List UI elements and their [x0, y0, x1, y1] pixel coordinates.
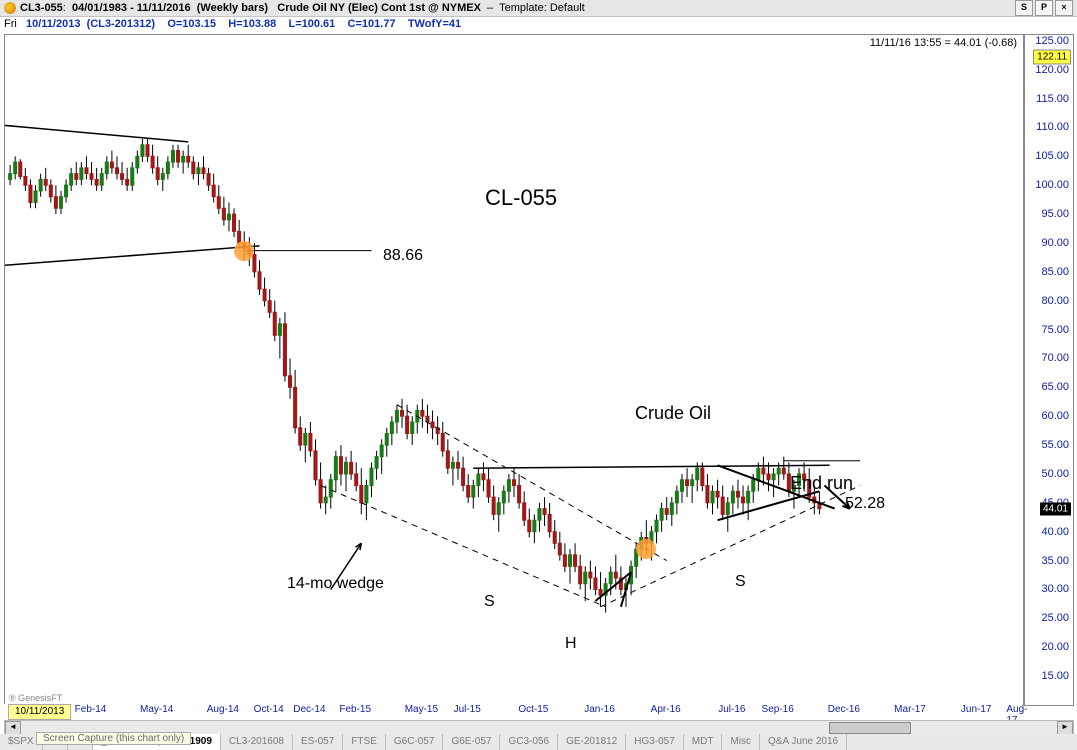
x-tick-label: Oct-14 — [254, 704, 284, 715]
last-tick-info: 11/11/16 13:55 = 44.01 (-0.68) — [870, 37, 1017, 49]
chart-annotation: S — [735, 573, 746, 591]
chart-svg — [5, 35, 1023, 705]
workspace-tab[interactable]: CL3-201608 — [221, 734, 293, 750]
x-tick-label: Aug-14 — [207, 704, 239, 715]
y-tick-label: 55.00 — [1041, 439, 1069, 451]
ohlc-infobar: Fri 10/11/2013 (CL3-201312) O=103.15 H=1… — [0, 16, 1077, 32]
y-tick-label: 125.00 — [1035, 35, 1069, 47]
screen-capture-tooltip: Screen Capture (this chart only) — [36, 732, 191, 745]
workspace-tab[interactable]: MDT — [684, 734, 723, 750]
x-tick-label: Oct-15 — [518, 704, 548, 715]
workspace-tab[interactable]: GC3-056 — [500, 734, 558, 750]
y-tick-label: 95.00 — [1041, 208, 1069, 220]
y-tick-label: 115.00 — [1036, 93, 1069, 105]
workspace-tab[interactable]: FTSE — [343, 734, 386, 750]
close-button[interactable]: × — [1055, 0, 1073, 16]
workspace-tab[interactable]: GE-201812 — [558, 734, 626, 750]
y-tick-label: 30.00 — [1041, 583, 1069, 595]
x-tick-label: May-14 — [140, 704, 173, 715]
y-tick-label: 105.00 — [1035, 150, 1069, 162]
watermark: ® GenesisFT — [9, 693, 62, 703]
x-tick-label: Jul-15 — [454, 704, 481, 715]
y-tick-label: 65.00 — [1041, 381, 1069, 393]
y-tick-label: 80.00 — [1041, 295, 1069, 307]
workspace-tab[interactable]: G6E-057 — [443, 734, 500, 750]
window-titlebar: CL3-055: 04/01/1983 - 11/11/2016 (Weekly… — [0, 0, 1077, 17]
scroll-left-button[interactable]: ◄ — [5, 721, 21, 735]
x-tick-label: Dec-14 — [293, 704, 325, 715]
y-tick-label: 20.00 — [1041, 641, 1069, 653]
p-button[interactable]: P — [1035, 0, 1053, 16]
workspace-tab[interactable]: Misc — [722, 734, 760, 750]
workspace-tab[interactable]: Q&A June 2016 — [760, 734, 847, 750]
chart-annotation: End run — [790, 473, 853, 494]
y-tick-label: 100.00 — [1035, 179, 1069, 191]
x-tick-label: Jan-16 — [584, 704, 615, 715]
highlight-dot — [234, 241, 254, 261]
x-tick-label: Feb-15 — [339, 704, 371, 715]
x-tick-label: Jul-16 — [718, 704, 745, 715]
y-tick-label: 25.00 — [1041, 612, 1069, 624]
chart-annotation: H — [565, 635, 577, 653]
scroll-thumb[interactable] — [829, 722, 911, 734]
price-tag-top: 122.11 — [1033, 50, 1071, 65]
workspace-tab[interactable]: HG3-057 — [626, 734, 684, 750]
x-axis: 10/11/2013 Feb-14 May-14 Aug-14 Oct-14 Dec-1… — [4, 704, 1022, 720]
x-tick-label: Jun-17 — [961, 704, 992, 715]
chart-annotation: S — [484, 593, 495, 611]
app-icon — [4, 2, 16, 14]
chart-annotation: 88.66 — [383, 247, 423, 265]
chart-annotation: CL-055 — [485, 185, 557, 211]
x-tick-label: May-15 — [405, 704, 438, 715]
y-tick-label: 120.00 — [1035, 64, 1069, 76]
y-tick-label: 70.00 — [1041, 352, 1069, 364]
y-tick-label: 60.00 — [1041, 410, 1069, 422]
y-tick-label: 15.00 — [1041, 670, 1069, 682]
y-tick-label: 90.00 — [1041, 237, 1069, 249]
x-tick-label: Feb-14 — [75, 704, 107, 715]
y-tick-label: 75.00 — [1041, 324, 1069, 336]
chart-annotation: 52.28 — [845, 495, 885, 513]
x-tick-label: Dec-16 — [828, 704, 860, 715]
workspace-tab[interactable]: G6C-057 — [386, 734, 444, 750]
scroll-right-button[interactable]: ► — [1057, 721, 1073, 735]
price-tag-last: 44.01 — [1040, 502, 1071, 515]
y-tick-label: 35.00 — [1041, 555, 1069, 567]
x-tick-label: Apr-16 — [651, 704, 681, 715]
workspace-tab[interactable]: ES-057 — [293, 734, 343, 750]
highlight-dot — [636, 539, 656, 559]
y-tick-label: 85.00 — [1041, 266, 1069, 278]
title-text: CL3-055: 04/01/1983 - 11/11/2016 (Weekly… — [20, 0, 585, 16]
chart-annotation: 14-mo wedge — [287, 575, 384, 593]
x-tick-label: Sep-16 — [762, 704, 794, 715]
s-button[interactable]: S — [1015, 0, 1033, 16]
y-tick-label: 40.00 — [1041, 526, 1069, 538]
chart-plot-area[interactable]: ® GenesisFT 11/11/16 13:55 = 44.01 (-0.6… — [4, 34, 1024, 706]
y-axis: 15.0020.0025.0030.0035.0040.0045.0050.00… — [1024, 34, 1074, 706]
chart-annotation: Crude Oil — [635, 403, 711, 424]
cursor-date: 10/11/2013 — [8, 704, 71, 720]
y-tick-label: 50.00 — [1041, 468, 1069, 480]
y-tick-label: 110.00 — [1036, 121, 1069, 133]
x-tick-label: Mar-17 — [894, 704, 926, 715]
